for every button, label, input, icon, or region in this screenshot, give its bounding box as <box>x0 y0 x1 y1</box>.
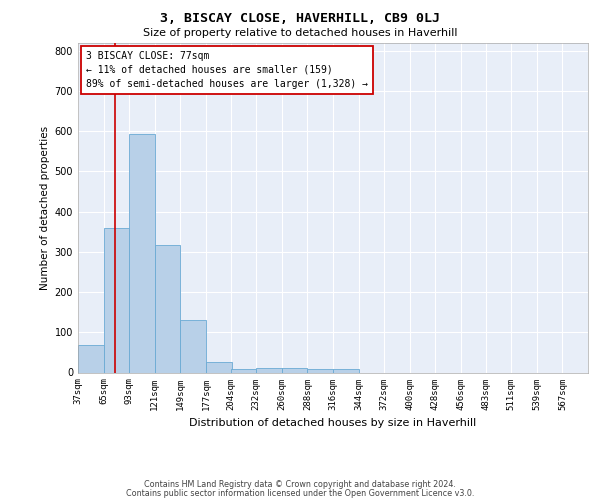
Bar <box>155 245 181 372</box>
Bar <box>206 362 232 372</box>
Bar <box>230 370 256 372</box>
Bar <box>129 134 155 372</box>
Y-axis label: Number of detached properties: Number of detached properties <box>40 126 50 290</box>
Bar <box>104 228 129 372</box>
Bar <box>333 370 359 372</box>
Bar <box>307 370 333 372</box>
Text: Contains public sector information licensed under the Open Government Licence v3: Contains public sector information licen… <box>126 489 474 498</box>
Text: Contains HM Land Registry data © Crown copyright and database right 2024.: Contains HM Land Registry data © Crown c… <box>144 480 456 489</box>
Bar <box>181 320 206 372</box>
Text: Size of property relative to detached houses in Haverhill: Size of property relative to detached ho… <box>143 28 457 38</box>
X-axis label: Distribution of detached houses by size in Haverhill: Distribution of detached houses by size … <box>190 418 476 428</box>
Bar <box>78 345 104 372</box>
Bar <box>256 368 282 372</box>
Text: 3, BISCAY CLOSE, HAVERHILL, CB9 0LJ: 3, BISCAY CLOSE, HAVERHILL, CB9 0LJ <box>160 12 440 26</box>
Text: 3 BISCAY CLOSE: 77sqm
← 11% of detached houses are smaller (159)
89% of semi-det: 3 BISCAY CLOSE: 77sqm ← 11% of detached … <box>86 51 368 89</box>
Bar <box>282 368 307 372</box>
